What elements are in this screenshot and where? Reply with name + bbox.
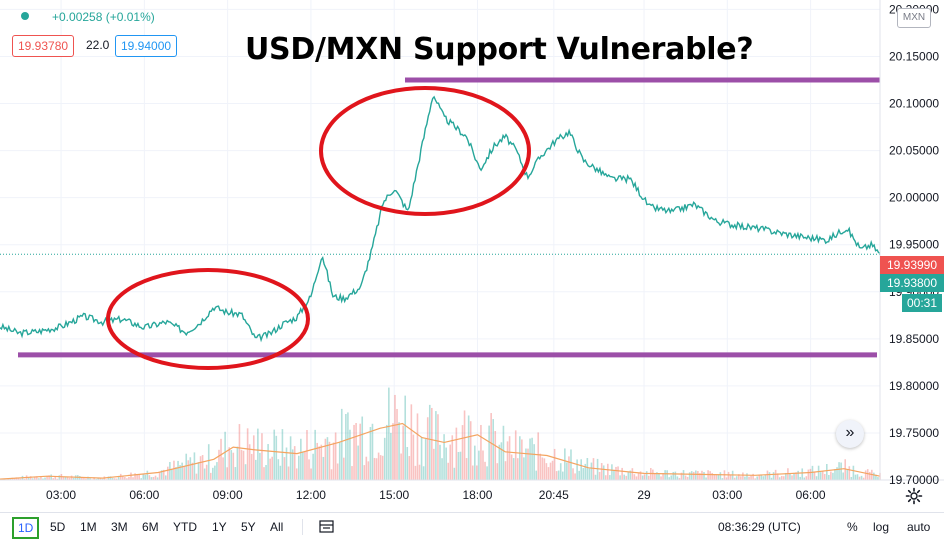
settings-gear-icon[interactable]: [905, 487, 923, 505]
range-1d-button[interactable]: 1D: [12, 517, 40, 539]
bar-countdown-tag: 00:31: [902, 294, 942, 312]
y-tick-label: 19.85000: [889, 332, 939, 346]
y-tick-label: 20.00000: [889, 191, 939, 205]
scroll-to-realtime-button[interactable]: »: [836, 420, 864, 448]
ask-price-button[interactable]: 19.94000: [115, 35, 178, 57]
x-tick-label: 06:00: [129, 488, 159, 502]
x-tick-label: 29: [637, 488, 651, 502]
live-dot-icon: [21, 12, 29, 20]
price-axis-labels: 20.2000020.1500020.1000020.0500020.00000…: [889, 2, 939, 487]
range-5d-button[interactable]: 5D: [50, 520, 66, 534]
x-tick-label: 09:00: [213, 488, 243, 502]
x-tick-label: 20:45: [539, 488, 569, 502]
utc-clock[interactable]: 08:36:29 (UTC): [718, 520, 801, 534]
x-tick-label: 06:00: [796, 488, 826, 502]
range-1m-button[interactable]: 1M: [80, 520, 97, 534]
compare-icon[interactable]: [318, 519, 336, 535]
base-annotation-circle: [106, 268, 310, 370]
y-tick-label: 19.80000: [889, 379, 939, 393]
x-tick-label: 15:00: [379, 488, 409, 502]
y-tick-label: 20.15000: [889, 49, 939, 63]
last-price-tag: 19.93990: [880, 256, 944, 274]
volume-bars: [0, 387, 881, 480]
bottom-toolbar: 1D 5D 1M 3M 6M YTD 1Y 5Y All 08:36:29 (U…: [0, 512, 944, 541]
range-ytd-button[interactable]: YTD: [173, 520, 197, 534]
chart-title: USD/MXN Support Vulnerable?: [245, 32, 754, 67]
range-1y-button[interactable]: 1Y: [212, 520, 227, 534]
y-tick-label: 19.95000: [889, 238, 939, 252]
chart-grid: [0, 0, 880, 481]
log-scale-toggle[interactable]: log: [873, 520, 890, 534]
currency-badge: MXN: [897, 8, 931, 28]
range-all-button[interactable]: All: [270, 520, 284, 534]
spread-value: 22.0: [86, 38, 110, 52]
price-series-line: [0, 95, 881, 343]
bid-price-button[interactable]: 19.93780: [12, 35, 75, 57]
y-tick-label: 20.10000: [889, 97, 939, 111]
volume-moving-average: [0, 422, 881, 480]
range-5y-button[interactable]: 5Y: [241, 520, 256, 534]
price-change: +0.00258 (+0.01%): [52, 10, 155, 24]
x-tick-label: 03:00: [46, 488, 76, 502]
y-tick-label: 19.70000: [889, 473, 939, 487]
range-6m-button[interactable]: 6M: [142, 520, 159, 534]
x-tick-label: 03:00: [712, 488, 742, 502]
toolbar-separator: [302, 519, 303, 535]
percent-scale-toggle[interactable]: %: [847, 520, 858, 534]
y-tick-label: 19.75000: [889, 426, 939, 440]
scroll-right-icon: »: [845, 424, 855, 441]
time-axis-labels: 03:00 06:00 09:00 12:00 15:00 18:00 20:45 29 03:…: [46, 488, 826, 502]
auto-scale-toggle[interactable]: auto: [907, 520, 931, 534]
range-3m-button[interactable]: 3M: [111, 520, 128, 534]
x-tick-label: 12:00: [296, 488, 326, 502]
y-tick-label: 20.05000: [889, 144, 939, 158]
x-tick-label: 18:00: [462, 488, 492, 502]
peak-annotation-circle: [319, 86, 531, 216]
bid-price-tag: 19.93800: [880, 274, 944, 292]
